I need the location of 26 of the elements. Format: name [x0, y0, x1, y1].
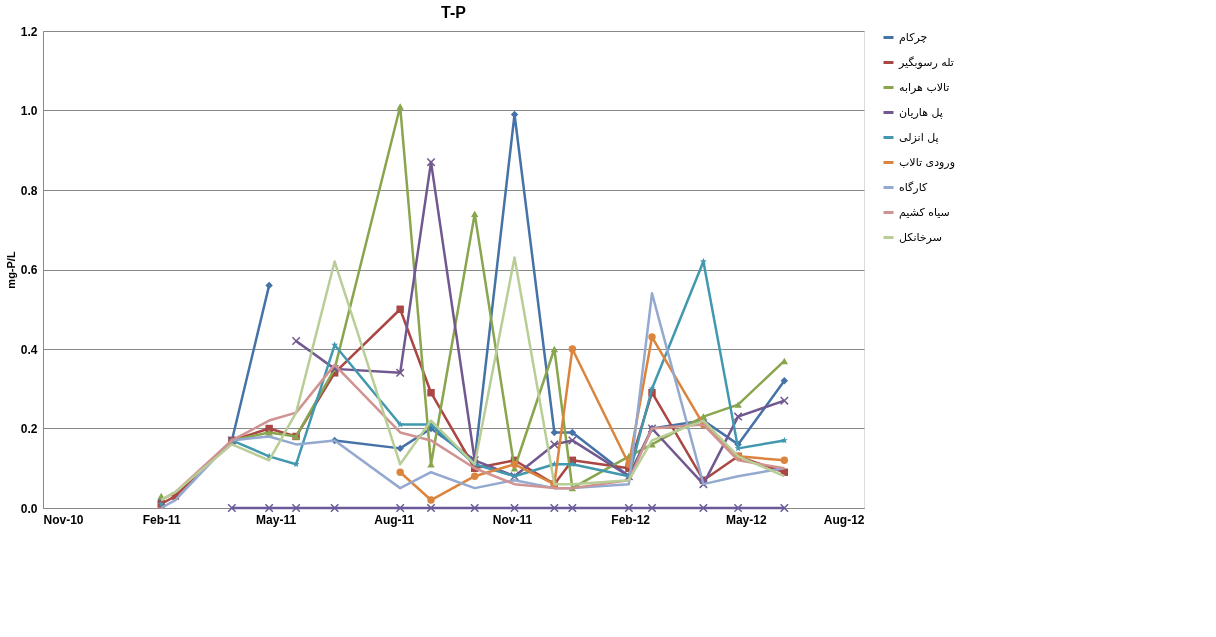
legend-label: پل انزلی [899, 130, 939, 144]
x-tick-label: Feb-12 [611, 512, 651, 527]
legend-label: پل هاریان [899, 105, 943, 119]
legend-label: تله رسوبگیر [898, 55, 954, 69]
chart-title: T-P [441, 4, 467, 21]
y-axis-title: mg-P/L [4, 251, 17, 289]
y-tick-label: 1.0 [20, 104, 38, 118]
y-tick-label: 1.2 [20, 24, 38, 39]
x-tick-label: Aug-11 [374, 512, 415, 527]
legend-label: سیاه کشیم [899, 205, 950, 219]
y-tick-label: 0.0 [20, 501, 38, 516]
x-tick-label: May-11 [256, 512, 297, 527]
y-tick-label: 0.8 [20, 183, 38, 198]
x-tick-label: Nov-10 [43, 512, 84, 527]
y-tick-label: 0.6 [20, 263, 38, 277]
y-tick-label: 0.2 [20, 422, 38, 436]
legend-label: ورودی تالاب [899, 155, 955, 169]
legend-label: تالاب هرابه [899, 80, 950, 94]
x-tick-label: May-12 [725, 512, 767, 527]
y-tick-label: 0.4 [20, 342, 38, 357]
x-tick-label: Aug-12 [823, 512, 865, 527]
legend-label: سرخانکل [899, 230, 942, 244]
x-tick-label: Nov-11 [492, 512, 533, 527]
legend-label: کارگاه [899, 180, 929, 194]
legend-label: چرکام [899, 30, 928, 44]
x-tick-label: Feb-11 [142, 512, 182, 527]
